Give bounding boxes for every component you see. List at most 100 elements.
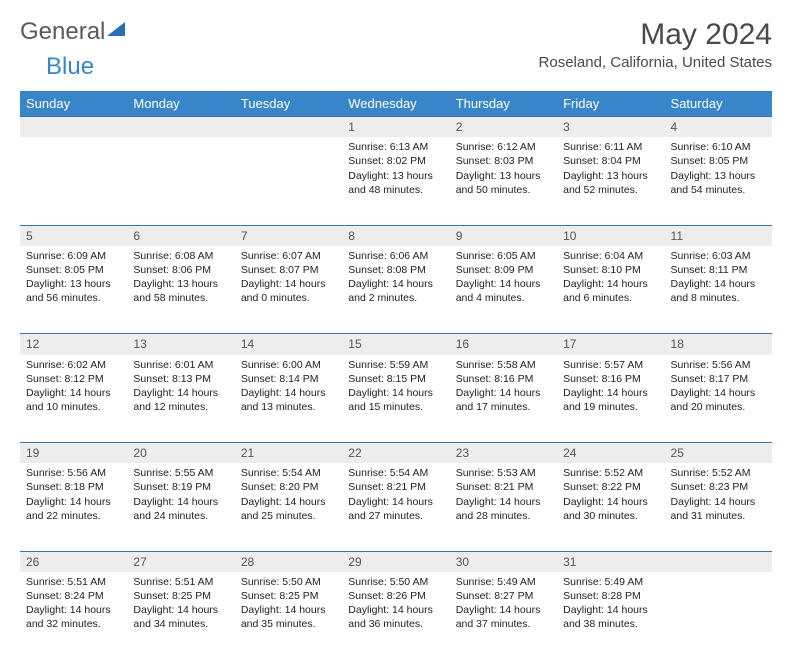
day-cell: Sunrise: 5:49 AMSunset: 8:27 PMDaylight:… [450,572,557,660]
sunset-text: Sunset: 8:24 PM [26,589,121,603]
sunrise-text: Sunrise: 5:59 AM [348,358,443,372]
daylight-text: Daylight: 14 hours and 38 minutes. [563,603,658,631]
daylight-text: Daylight: 14 hours and 22 minutes. [26,495,121,523]
day-number: 29 [342,551,449,572]
day-cell: Sunrise: 6:05 AMSunset: 8:09 PMDaylight:… [450,246,557,334]
day-number-row: 1234 [20,117,772,138]
sunrise-text: Sunrise: 6:10 AM [671,140,766,154]
sunrise-text: Sunrise: 5:51 AM [133,575,228,589]
daylight-text: Daylight: 14 hours and 15 minutes. [348,386,443,414]
sunset-text: Sunset: 8:21 PM [456,480,551,494]
sunrise-text: Sunrise: 6:13 AM [348,140,443,154]
daylight-text: Daylight: 14 hours and 37 minutes. [456,603,551,631]
sunset-text: Sunset: 8:09 PM [456,263,551,277]
sunrise-text: Sunrise: 5:49 AM [563,575,658,589]
sunrise-text: Sunrise: 6:07 AM [241,249,336,263]
sunset-text: Sunset: 8:12 PM [26,372,121,386]
day-number: 5 [20,225,127,246]
day-cell [665,572,772,660]
daylight-text: Daylight: 14 hours and 31 minutes. [671,495,766,523]
daylight-text: Daylight: 14 hours and 17 minutes. [456,386,551,414]
sunrise-text: Sunrise: 6:01 AM [133,358,228,372]
daylight-text: Daylight: 14 hours and 34 minutes. [133,603,228,631]
sunset-text: Sunset: 8:25 PM [241,589,336,603]
day-number: 24 [557,443,664,464]
day-cell: Sunrise: 5:59 AMSunset: 8:15 PMDaylight:… [342,355,449,443]
title-block: May 2024 Roseland, California, United St… [539,18,772,71]
sunrise-text: Sunrise: 6:03 AM [671,249,766,263]
day-number: 28 [235,551,342,572]
weekday-header: Wednesday [342,91,449,117]
day-cell: Sunrise: 6:02 AMSunset: 8:12 PMDaylight:… [20,355,127,443]
day-cell: Sunrise: 5:53 AMSunset: 8:21 PMDaylight:… [450,463,557,551]
weekday-header: Saturday [665,91,772,117]
daylight-text: Daylight: 14 hours and 27 minutes. [348,495,443,523]
sunrise-text: Sunrise: 5:57 AM [563,358,658,372]
logo-text-1: General [20,18,105,46]
day-cell: Sunrise: 6:09 AMSunset: 8:05 PMDaylight:… [20,246,127,334]
sunset-text: Sunset: 8:23 PM [671,480,766,494]
sunset-text: Sunset: 8:27 PM [456,589,551,603]
day-cell: Sunrise: 5:50 AMSunset: 8:25 PMDaylight:… [235,572,342,660]
day-number: 22 [342,443,449,464]
daylight-text: Daylight: 14 hours and 13 minutes. [241,386,336,414]
day-cell: Sunrise: 5:54 AMSunset: 8:21 PMDaylight:… [342,463,449,551]
sunrise-text: Sunrise: 5:51 AM [26,575,121,589]
daylight-text: Daylight: 14 hours and 24 minutes. [133,495,228,523]
daylight-text: Daylight: 14 hours and 25 minutes. [241,495,336,523]
day-number: 4 [665,117,772,138]
day-content-row: Sunrise: 5:56 AMSunset: 8:18 PMDaylight:… [20,463,772,551]
weekday-header-row: Sunday Monday Tuesday Wednesday Thursday… [20,91,772,117]
day-cell: Sunrise: 5:51 AMSunset: 8:24 PMDaylight:… [20,572,127,660]
day-number: 27 [127,551,234,572]
sunrise-text: Sunrise: 5:56 AM [26,466,121,480]
day-cell: Sunrise: 5:50 AMSunset: 8:26 PMDaylight:… [342,572,449,660]
daylight-text: Daylight: 13 hours and 54 minutes. [671,169,766,197]
day-number [127,117,234,138]
day-cell: Sunrise: 5:58 AMSunset: 8:16 PMDaylight:… [450,355,557,443]
day-number: 13 [127,334,234,355]
sunrise-text: Sunrise: 6:09 AM [26,249,121,263]
sunset-text: Sunset: 8:26 PM [348,589,443,603]
day-content-row: Sunrise: 6:09 AMSunset: 8:05 PMDaylight:… [20,246,772,334]
daylight-text: Daylight: 13 hours and 50 minutes. [456,169,551,197]
sunrise-text: Sunrise: 6:11 AM [563,140,658,154]
sunrise-text: Sunrise: 5:53 AM [456,466,551,480]
day-number: 16 [450,334,557,355]
sunset-text: Sunset: 8:06 PM [133,263,228,277]
daylight-text: Daylight: 14 hours and 20 minutes. [671,386,766,414]
sunset-text: Sunset: 8:21 PM [348,480,443,494]
day-content-row: Sunrise: 6:02 AMSunset: 8:12 PMDaylight:… [20,355,772,443]
day-cell: Sunrise: 5:49 AMSunset: 8:28 PMDaylight:… [557,572,664,660]
sunset-text: Sunset: 8:05 PM [26,263,121,277]
sunrise-text: Sunrise: 5:55 AM [133,466,228,480]
daylight-text: Daylight: 13 hours and 48 minutes. [348,169,443,197]
day-number: 9 [450,225,557,246]
sunrise-text: Sunrise: 6:12 AM [456,140,551,154]
day-number: 18 [665,334,772,355]
sunset-text: Sunset: 8:10 PM [563,263,658,277]
sunset-text: Sunset: 8:28 PM [563,589,658,603]
day-number: 26 [20,551,127,572]
sunset-text: Sunset: 8:05 PM [671,154,766,168]
day-number: 21 [235,443,342,464]
weekday-header: Thursday [450,91,557,117]
day-cell: Sunrise: 6:06 AMSunset: 8:08 PMDaylight:… [342,246,449,334]
day-cell: Sunrise: 5:56 AMSunset: 8:17 PMDaylight:… [665,355,772,443]
day-number: 8 [342,225,449,246]
day-number-row: 567891011 [20,225,772,246]
sunrise-text: Sunrise: 5:56 AM [671,358,766,372]
day-cell: Sunrise: 5:52 AMSunset: 8:23 PMDaylight:… [665,463,772,551]
day-number: 7 [235,225,342,246]
day-number-row: 19202122232425 [20,443,772,464]
day-number: 2 [450,117,557,138]
day-number [235,117,342,138]
day-content-row: Sunrise: 6:13 AMSunset: 8:02 PMDaylight:… [20,137,772,225]
sunset-text: Sunset: 8:13 PM [133,372,228,386]
day-number [20,117,127,138]
day-cell [235,137,342,225]
sunrise-text: Sunrise: 5:52 AM [671,466,766,480]
day-cell: Sunrise: 5:52 AMSunset: 8:22 PMDaylight:… [557,463,664,551]
day-number: 25 [665,443,772,464]
daylight-text: Daylight: 14 hours and 12 minutes. [133,386,228,414]
